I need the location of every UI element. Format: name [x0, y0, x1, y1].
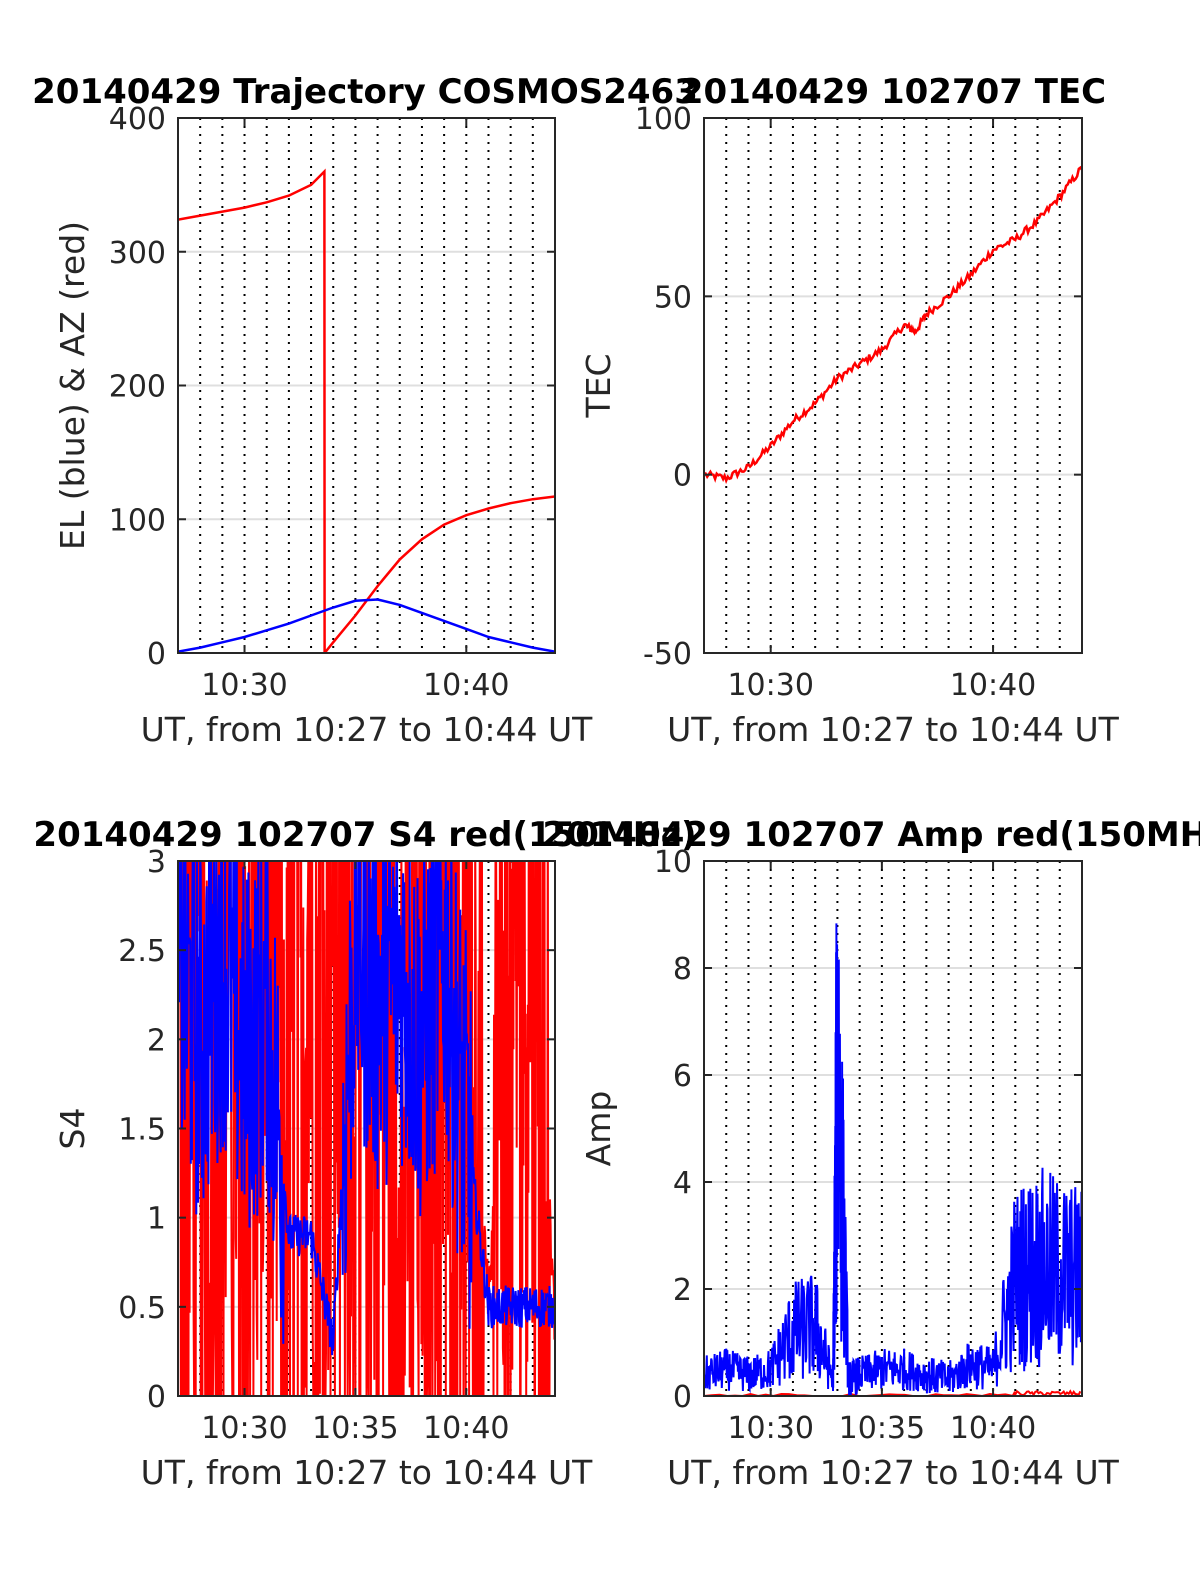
chart-title: 20140429 Trajectory COSMOS2463 [32, 72, 698, 112]
x-tick-label: 10:30 [201, 668, 287, 703]
chart-panel-1: 0 100 200 300 400 10:30 10:40 UT, from 10:27 to… [32, 72, 698, 749]
chart-title: 20140429 102707 S4 red(150MHz) [33, 815, 696, 855]
x-tick-label: 10:40 [950, 668, 1036, 703]
axes-frame [703, 860, 1083, 1397]
x-tick-label: 10:30 [727, 668, 813, 703]
y-tick-label: 8 [673, 952, 692, 987]
y-tick-label: 4 [673, 1166, 692, 1201]
y-tick-label: 10 [654, 845, 692, 880]
x-tick-label: 10:40 [423, 1411, 509, 1446]
x-tick-label: 10:40 [950, 1411, 1036, 1446]
y-tick-label: 2 [147, 1023, 166, 1058]
y-axis-label: Amp [579, 1091, 618, 1167]
y-tick-label: 6 [673, 1059, 692, 1094]
y-axis-label: TEC [579, 353, 618, 418]
x-axis-label: UT, from 10:27 to 10:44 UT [667, 1453, 1120, 1492]
y-tick-label: 100 [109, 503, 166, 538]
chart-title: 20140429 102707 Amp red(150MHz) [542, 815, 1200, 855]
series-group [704, 165, 1082, 485]
chart-panel-4: 0 2 4 6 8 10 10:30 10:35 10:40 UT, from 10:27 to … [542, 815, 1200, 1492]
x-tick-label: 10:30 [201, 1411, 287, 1446]
y-tick-label: 2 [673, 1273, 692, 1308]
x-axis-label: UT, from 10:27 to 10:44 UT [667, 710, 1120, 749]
y-tick-label: 0 [673, 459, 692, 494]
series-line-red [704, 1389, 1082, 1396]
y-tick-label: 0.5 [118, 1291, 166, 1326]
y-tick-label: 3 [147, 845, 166, 880]
series-line-blue [178, 598, 555, 653]
series-line-red [704, 165, 1082, 485]
series-line-red [178, 861, 555, 1396]
y-tick-label: 300 [109, 236, 166, 271]
y-tick-label: 0 [147, 637, 166, 672]
chart-panel-2: -50 0 50 100 10:30 10:40 UT, from 10:27 to 10:… [579, 72, 1120, 749]
y-tick-label: 50 [654, 280, 692, 315]
x-tick-label: 10:40 [423, 668, 509, 703]
y-tick-label: 1 [147, 1202, 166, 1237]
y-tick-label: 400 [109, 102, 166, 137]
y-tick-label: -50 [643, 637, 692, 672]
series-group [704, 923, 1082, 1396]
y-axis-label: EL (blue) & AZ (red) [53, 221, 92, 550]
x-tick-label: 10:30 [727, 1411, 813, 1446]
x-axis-label: UT, from 10:27 to 10:44 UT [141, 1453, 594, 1492]
x-tick-label: 10:35 [839, 1411, 925, 1446]
y-axis-label: S4 [53, 1108, 92, 1150]
x-axis-label: UT, from 10:27 to 10:44 UT [141, 710, 594, 749]
y-tick-label: 200 [109, 370, 166, 405]
y-tick-label: 2.5 [118, 934, 166, 969]
axes-frame [703, 117, 1083, 654]
chart-panel-3: 0 0.5 1 1.5 2 2.5 3 10:30 10:35 10:40 UT, from 10:… [33, 815, 696, 1492]
y-tick-label: 1.5 [118, 1113, 166, 1148]
series-group [178, 168, 555, 653]
chart-title: 20140429 102707 TEC [680, 72, 1106, 112]
series-line-blue [178, 861, 555, 1356]
series-line-red [178, 168, 555, 653]
y-tick-label: 0 [147, 1380, 166, 1415]
x-tick-label: 10:35 [312, 1411, 398, 1446]
y-tick-label: 0 [673, 1380, 692, 1415]
series-group [178, 861, 555, 1396]
series-line-blue [704, 923, 1082, 1396]
y-tick-label: 100 [635, 102, 692, 137]
